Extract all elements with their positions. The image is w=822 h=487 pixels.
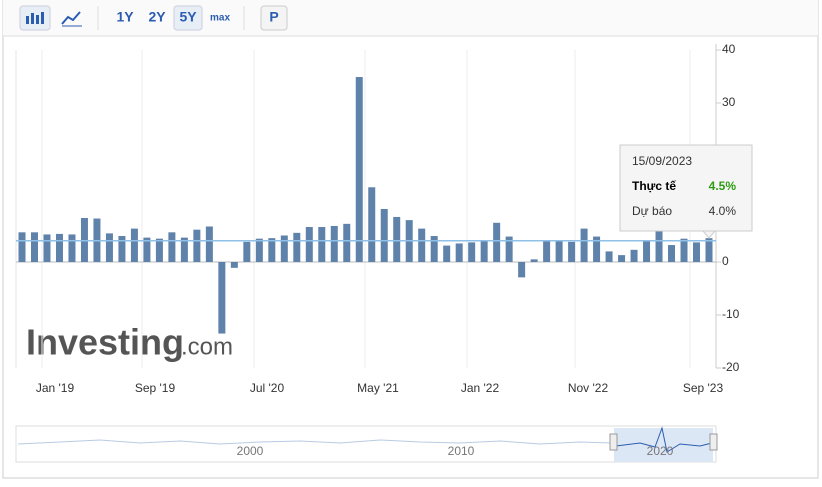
p-button-bg bbox=[260, 5, 288, 31]
navigator-label: 2020 bbox=[647, 444, 674, 458]
x-tick-label: Nov '22 bbox=[568, 381, 609, 395]
bar bbox=[643, 240, 651, 262]
toolbar bbox=[3, 0, 818, 36]
bar bbox=[505, 236, 513, 262]
tooltip-forecast-label: Dự báo bbox=[632, 204, 672, 218]
x-tick-label: May '21 bbox=[357, 381, 399, 395]
bar bbox=[43, 234, 51, 262]
watermark-suffix: .com bbox=[181, 333, 233, 360]
bar bbox=[393, 216, 401, 262]
tooltip-forecast: 4.0% bbox=[709, 204, 737, 218]
bar bbox=[143, 237, 151, 262]
bar bbox=[318, 227, 326, 262]
bar bbox=[618, 255, 626, 262]
bar bbox=[30, 232, 38, 262]
bar bbox=[255, 238, 263, 262]
tooltip-pointer bbox=[701, 230, 717, 239]
bar bbox=[180, 237, 188, 262]
bar bbox=[168, 232, 176, 262]
y-tick-label: 40 bbox=[722, 42, 736, 56]
bar bbox=[268, 238, 276, 262]
bar bbox=[80, 218, 88, 262]
bar bbox=[430, 236, 438, 262]
p-button[interactable]: P bbox=[269, 9, 278, 25]
bar bbox=[593, 236, 601, 262]
bar bbox=[243, 241, 251, 262]
line-icon[interactable] bbox=[61, 11, 82, 27]
bar bbox=[605, 251, 613, 262]
y-tick-label: 30 bbox=[722, 95, 736, 109]
navigator-label: 2010 bbox=[448, 444, 475, 458]
bar bbox=[230, 262, 238, 268]
bar bbox=[193, 229, 201, 262]
bar bbox=[655, 230, 663, 262]
bar bbox=[468, 242, 476, 262]
tooltip: 15/09/2023 Thực tế 4.5% Dự báo 4.0% bbox=[619, 144, 753, 239]
bar bbox=[680, 238, 688, 262]
bar bbox=[568, 241, 576, 262]
watermark: Investing .com bbox=[26, 322, 233, 363]
bar bbox=[55, 233, 63, 262]
bar bbox=[343, 223, 351, 262]
navigator-line bbox=[17, 439, 613, 445]
bar bbox=[455, 243, 463, 262]
bar bbox=[630, 249, 638, 262]
bar bbox=[380, 209, 388, 262]
bar bbox=[293, 232, 301, 262]
bar bbox=[443, 245, 451, 262]
range-button[interactable]: 1Y bbox=[116, 9, 134, 25]
range-button[interactable]: 2Y bbox=[148, 9, 166, 25]
tooltip-date: 15/09/2023 bbox=[632, 154, 692, 168]
y-tick-label: 0 bbox=[722, 254, 729, 268]
bar bbox=[205, 226, 213, 262]
active-range bbox=[173, 5, 203, 31]
watermark-brand: Investing bbox=[26, 322, 184, 363]
x-tick-label: Sep '23 bbox=[683, 381, 724, 395]
bar bbox=[693, 242, 701, 262]
bar bbox=[305, 227, 313, 262]
bar bbox=[18, 232, 26, 262]
bar bbox=[580, 228, 588, 262]
tooltip-actual: 4.5% bbox=[709, 179, 737, 193]
bar bbox=[480, 240, 488, 262]
range-button[interactable]: max bbox=[210, 13, 230, 24]
bar bbox=[668, 245, 676, 262]
bar bbox=[493, 222, 501, 262]
bar bbox=[355, 77, 363, 262]
bar bbox=[130, 228, 138, 262]
bar bbox=[543, 241, 551, 262]
tooltip-actual-label: Thực tế bbox=[632, 179, 676, 193]
bar bbox=[555, 240, 563, 262]
bar bbox=[330, 225, 338, 262]
navigator-line-selected bbox=[615, 426, 713, 453]
bar bbox=[105, 233, 113, 262]
y-tick-label: -10 bbox=[722, 307, 740, 321]
bar-icon[interactable] bbox=[19, 5, 51, 31]
bar bbox=[518, 262, 526, 278]
range-button[interactable]: 5Y bbox=[179, 9, 197, 25]
bar bbox=[218, 262, 226, 334]
x-tick-label: Jan '22 bbox=[461, 381, 500, 395]
navigator bbox=[15, 425, 717, 463]
tooltip-box bbox=[619, 144, 753, 232]
y-tick-label: -20 bbox=[722, 360, 740, 374]
bar bbox=[368, 187, 376, 262]
x-tick-label: Jul '20 bbox=[250, 381, 285, 395]
bar bbox=[418, 228, 426, 262]
navigator-handle[interactable] bbox=[709, 433, 718, 451]
bar bbox=[68, 234, 76, 262]
bar bbox=[530, 259, 538, 262]
navigator-handle[interactable] bbox=[609, 433, 618, 451]
bar bbox=[155, 238, 163, 262]
x-tick-label: Jan '19 bbox=[36, 381, 75, 395]
navigator-label: 2000 bbox=[237, 444, 264, 458]
bar bbox=[705, 238, 713, 262]
bar bbox=[280, 235, 288, 262]
x-tick-label: Sep '19 bbox=[135, 381, 176, 395]
bar bbox=[118, 236, 126, 262]
